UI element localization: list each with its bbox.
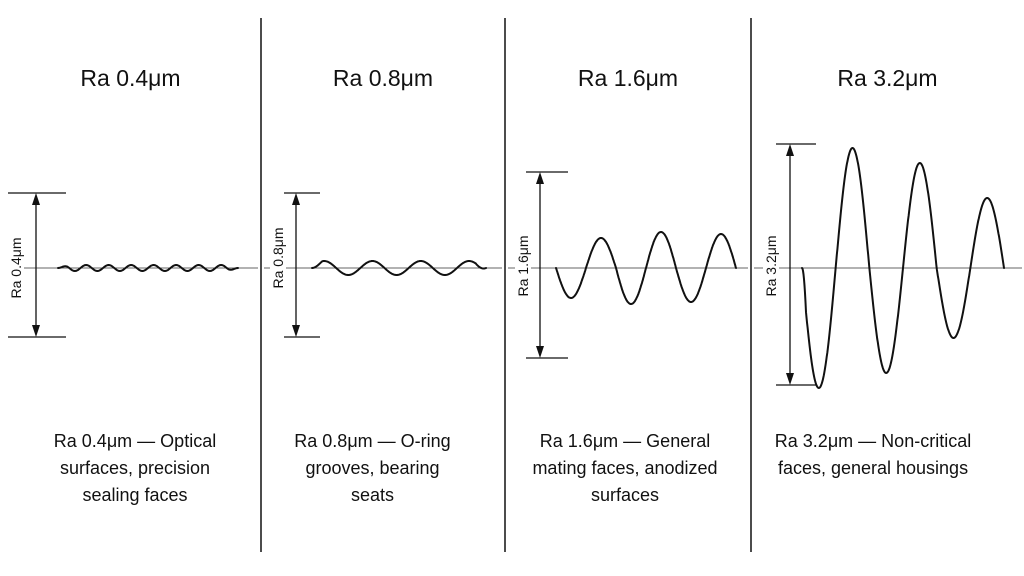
dimension-label: Ra 0.8μm xyxy=(270,224,286,292)
panel-title: Ra 0.4μm xyxy=(80,65,181,91)
arrowhead-down-icon xyxy=(292,325,300,337)
roughness-profile-wave xyxy=(311,260,487,276)
arrowhead-down-icon xyxy=(786,373,794,385)
arrowhead-up-icon xyxy=(536,172,544,184)
panel-title: Ra 0.8μm xyxy=(332,65,434,91)
roughness-profile-wave xyxy=(555,231,737,305)
panel-caption: Ra 1.6μm — General mating faces, anodize… xyxy=(532,431,718,505)
panel-title: Ra 1.6μm xyxy=(577,65,679,91)
panel-caption: Ra 0.4μm — Optical surfaces, precision s… xyxy=(53,431,217,505)
arrowhead-up-icon xyxy=(32,193,40,205)
panel-caption: Ra 3.2μm — Non-critical faces, general h… xyxy=(774,431,972,478)
panel-caption: Ra 0.8μm — O-ring grooves, bearing seats xyxy=(294,431,451,505)
arrowhead-up-icon xyxy=(786,144,794,156)
dimension-label: Ra 0.4μm xyxy=(8,234,24,302)
arrowhead-down-icon xyxy=(32,325,40,337)
roughness-profile-wave xyxy=(801,147,1005,389)
arrowhead-up-icon xyxy=(292,193,300,205)
roughness-profile-wave xyxy=(57,264,239,272)
arrowhead-down-icon xyxy=(536,346,544,358)
panel-title: Ra 3.2μm xyxy=(837,65,938,91)
dimension-label: Ra 1.6μm xyxy=(515,232,531,300)
dimension-label: Ra 3.2μm xyxy=(763,232,779,300)
